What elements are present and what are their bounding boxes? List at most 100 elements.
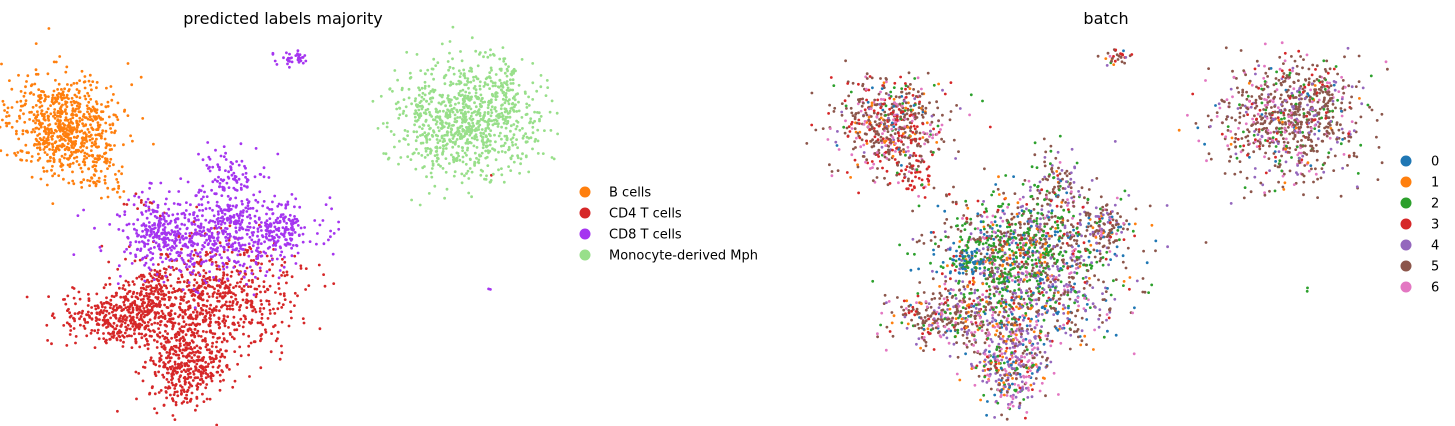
scatter-point-batch-3	[912, 124, 916, 128]
scatter-point-b-cells	[68, 165, 72, 169]
scatter-point-b-cells	[88, 73, 92, 77]
scatter-point-monocyte-derived-mph	[435, 159, 439, 163]
scatter-point-cd8-t-cells	[211, 236, 215, 240]
scatter-point-batch-3	[943, 92, 947, 96]
scatter-point-cd4-t-cells	[133, 327, 137, 331]
scatter-point-cd4-t-cells	[115, 337, 119, 340]
scatter-point-monocyte-derived-mph	[533, 140, 537, 143]
scatter-point-monocyte-derived-mph	[384, 152, 388, 156]
scatter-point-batch-5	[916, 90, 920, 94]
scatter-point-cd8-t-cells	[212, 214, 216, 218]
scatter-point-cd4-t-cells	[109, 316, 112, 320]
scatter-point-cd4-t-cells	[168, 359, 172, 363]
scatter-point-monocyte-derived-mph	[452, 106, 456, 110]
scatter-point-batch-3	[913, 137, 917, 141]
scatter-point-cd4-t-cells	[260, 303, 263, 306]
scatter-point-cd4-t-cells	[177, 277, 180, 280]
scatter-point-batch-5	[840, 102, 844, 105]
scatter-point-cd8-t-cells	[184, 209, 188, 212]
scatter-point-cd8-t-cells	[241, 243, 245, 247]
scatter-point-monocyte-derived-mph	[539, 115, 543, 118]
scatter-point-b-cells	[88, 179, 92, 183]
scatter-point-cd4-t-cells	[50, 342, 53, 346]
scatter-point-monocyte-derived-mph	[460, 108, 464, 112]
scatter-point-b-cells	[87, 130, 91, 134]
scatter-point-cd4-t-cells	[171, 327, 174, 331]
scatter-point-cd4-t-cells	[105, 341, 108, 345]
scatter-point-cd4-t-cells	[266, 287, 269, 291]
scatter-point-monocyte-derived-mph	[478, 153, 481, 157]
scatter-point-b-cells	[69, 137, 73, 140]
scatter-point-cd8-t-cells	[257, 217, 261, 221]
scatter-point-batch-6	[869, 107, 873, 111]
scatter-point-batch-6	[892, 118, 895, 122]
scatter-point-cd4-t-cells	[253, 308, 257, 311]
scatter-point-cd8-t-cells	[256, 230, 260, 233]
scatter-point-cd4-t-cells	[73, 312, 77, 315]
scatter-point-cd4-t-cells	[171, 365, 174, 368]
scatter-point-cd4-t-cells	[222, 295, 226, 299]
scatter-point-cd4-t-cells	[221, 276, 225, 280]
scatter-point-cd4-t-cells	[138, 318, 141, 321]
scatter-point-cd4-t-cells	[72, 287, 76, 290]
scatter-point-cd4-t-cells	[76, 312, 80, 315]
scatter-point-cd4-t-cells	[119, 306, 123, 309]
scatter-point-cd4-t-cells	[127, 334, 131, 338]
scatter-point-cd8-t-cells	[168, 258, 172, 262]
scatter-point-cd4-t-cells	[186, 401, 189, 404]
scatter-point-cd8-t-cells	[183, 216, 187, 220]
scatter-point-b-cells	[87, 94, 91, 98]
scatter-point-b-cells	[86, 91, 89, 95]
scatter-point-cd4-t-cells	[280, 306, 284, 309]
scatter-point-cd8-t-cells	[162, 215, 166, 219]
scatter-point-batch-5	[909, 104, 913, 108]
scatter-point-b-cells	[49, 127, 53, 131]
scatter-point-monocyte-derived-mph	[398, 139, 401, 143]
scatter-point-cd4-t-cells	[126, 298, 130, 301]
scatter-point-cd8-t-cells	[295, 244, 299, 248]
scatter-point-batch-5	[872, 144, 876, 148]
scatter-point-b-cells	[72, 140, 76, 144]
scatter-point-b-cells	[64, 70, 68, 74]
scatter-point-batch-4	[941, 88, 944, 92]
scatter-point-cd4-t-cells	[52, 316, 56, 320]
scatter-point-cd4-t-cells	[290, 275, 294, 279]
scatter-point-cd4-t-cells	[185, 393, 189, 397]
scatter-point-b-cells	[83, 151, 87, 155]
scatter-point-cd4-t-cells	[199, 335, 203, 338]
scatter-point-cd4-t-cells	[256, 277, 260, 280]
scatter-point-monocyte-derived-mph	[468, 167, 472, 170]
scatter-point-batch-5	[916, 143, 919, 147]
scatter-point-b-cells	[69, 121, 73, 124]
scatter-point-cd8-t-cells	[151, 256, 155, 260]
scatter-point-batch-1	[879, 116, 883, 120]
scatter-point-batch-3	[876, 138, 880, 142]
scatter-point-batch-4	[880, 145, 884, 149]
scatter-point-cd8-t-cells	[166, 248, 170, 251]
scatter-point-b-cells	[95, 111, 98, 114]
scatter-point-cd8-t-cells	[152, 230, 156, 234]
scatter-point-monocyte-derived-mph	[549, 129, 553, 132]
scatter-point-b-cells	[85, 104, 89, 108]
scatter-point-cd4-t-cells	[74, 302, 77, 306]
scatter-point-monocyte-derived-mph	[438, 93, 442, 97]
scatter-point-cd4-t-cells	[77, 290, 81, 294]
scatter-point-cd4-t-cells	[218, 292, 222, 296]
scatter-point-monocyte-derived-mph	[469, 141, 473, 145]
scatter-point-batch-5	[887, 158, 891, 162]
scatter-point-cd8-t-cells	[294, 197, 298, 201]
scatter-point-cd4-t-cells	[214, 320, 218, 324]
scatter-point-cd8-t-cells	[119, 274, 122, 278]
scatter-point-cd8-t-cells	[215, 200, 219, 204]
scatter-point-batch-5	[905, 92, 908, 96]
scatter-point-cd8-t-cells	[99, 249, 103, 253]
scatter-point-cd4-t-cells	[138, 345, 142, 349]
scatter-point-cd8-t-cells	[211, 165, 215, 169]
scatter-point-cd8-t-cells	[235, 261, 238, 265]
scatter-point-cd8-t-cells	[261, 204, 265, 208]
scatter-point-cd8-t-cells	[271, 200, 274, 204]
scatter-point-cd8-t-cells	[238, 263, 242, 267]
scatter-point-cd4-t-cells	[214, 275, 218, 279]
scatter-point-batch-5	[877, 141, 881, 145]
scatter-point-b-cells	[90, 176, 94, 180]
